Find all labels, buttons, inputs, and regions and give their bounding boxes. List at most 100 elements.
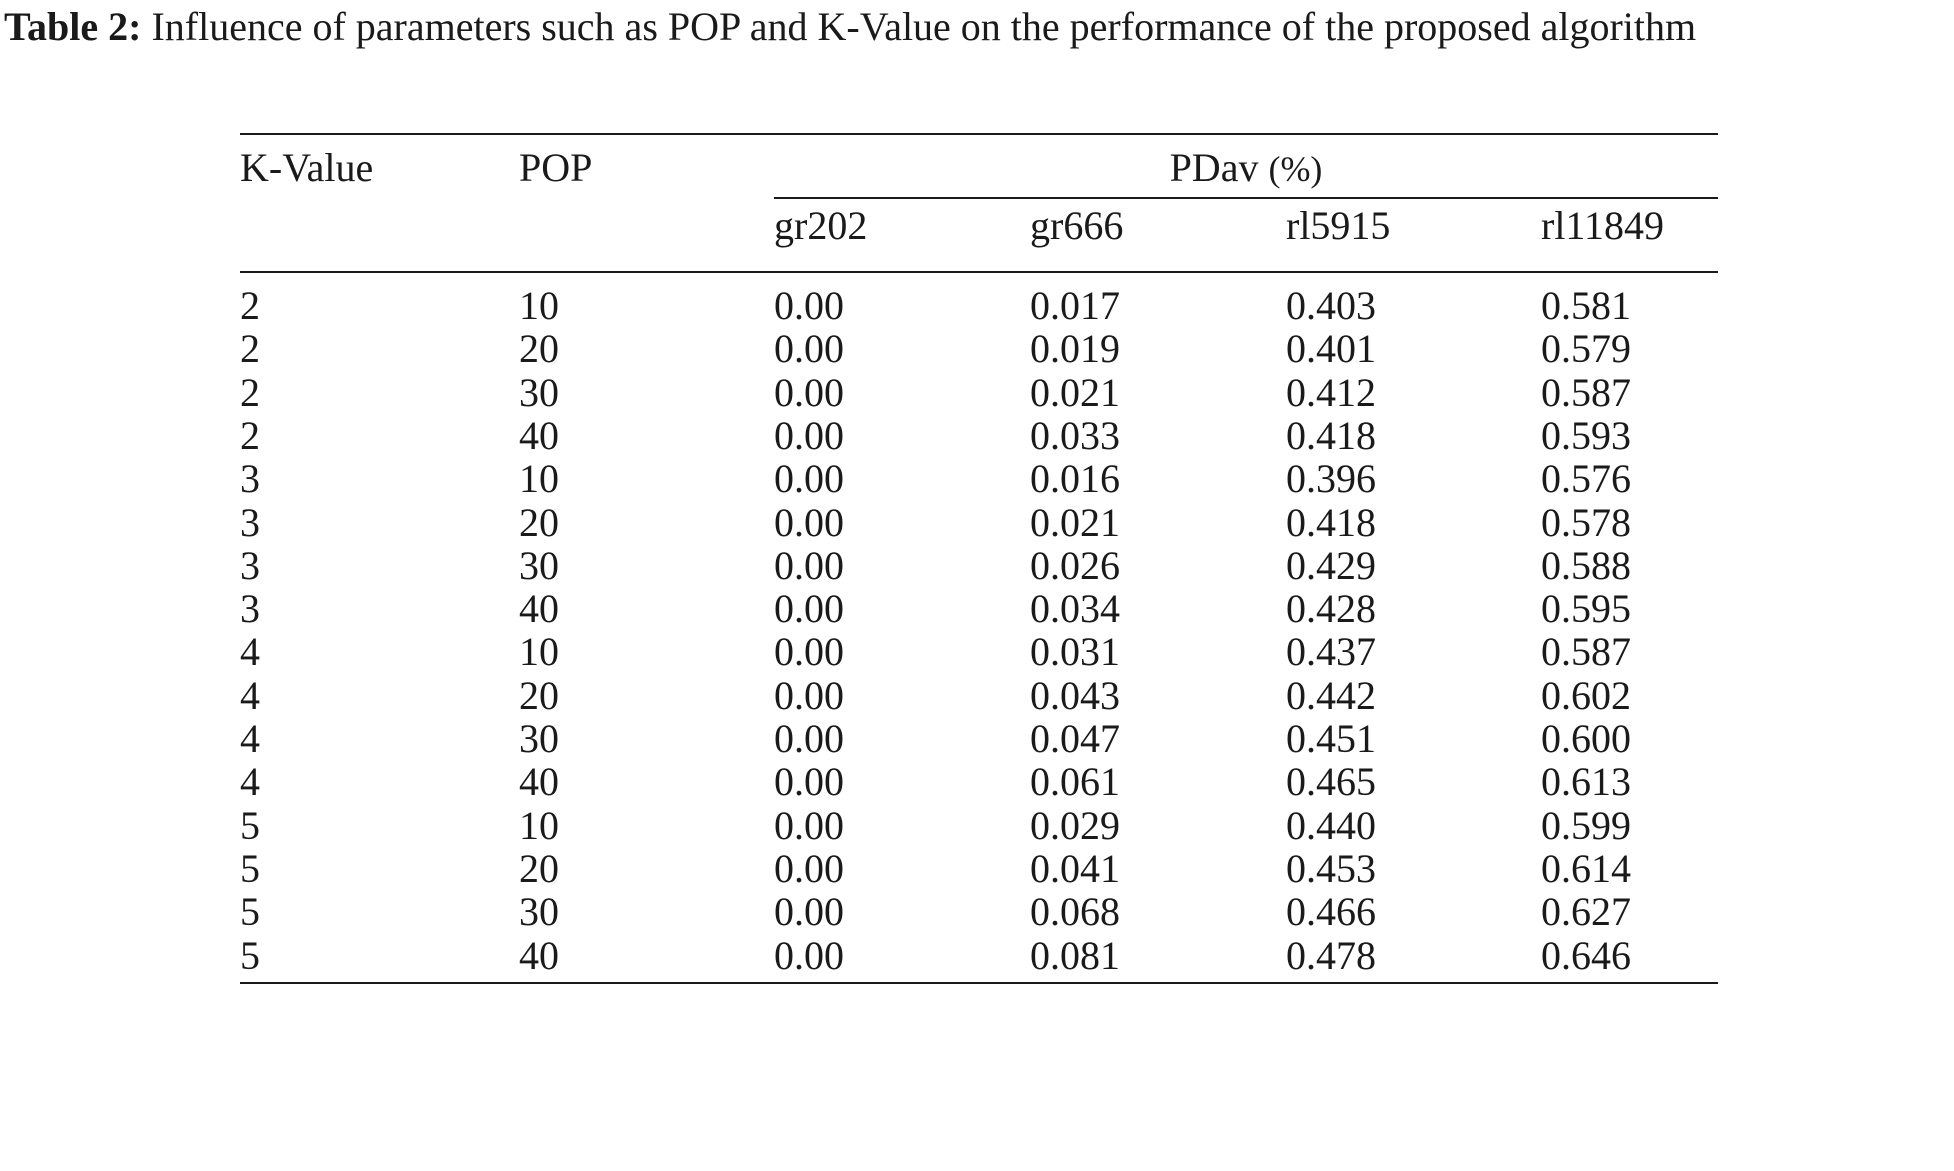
pop-cell: 40 [519, 759, 559, 805]
header-col-rl5915: rl5915 [1286, 203, 1391, 248]
rl5915-cell: 0.396 [1286, 456, 1376, 502]
table-row: 3 20 0.00 0.021 0.418 0.578 [240, 496, 1718, 550]
rl5915-cell: 0.428 [1286, 586, 1376, 632]
gr666-cell: 0.021 [1030, 499, 1120, 545]
gr202-cell: 0.00 [774, 629, 844, 675]
table-top-rule [240, 133, 1718, 135]
rl11849-cell: 0.646 [1541, 932, 1631, 978]
header-col-rl11849: rl11849 [1541, 203, 1664, 248]
gr666-cell: 0.016 [1030, 456, 1120, 502]
gr666-cell: 0.033 [1030, 412, 1120, 458]
gr202-cell: 0.00 [774, 542, 844, 588]
gr666-cell: 0.021 [1030, 369, 1120, 415]
rl5915-cell: 0.401 [1286, 326, 1376, 372]
pop-cell: 20 [519, 845, 559, 891]
k-value-cell: 5 [240, 802, 260, 848]
rl11849-cell: 0.602 [1541, 672, 1631, 718]
rl5915-cell: 0.429 [1286, 542, 1376, 588]
gr202-cell: 0.00 [774, 586, 844, 632]
rl11849-cell: 0.587 [1541, 629, 1631, 675]
gr202-cell: 0.00 [774, 759, 844, 805]
k-value-cell: 2 [240, 412, 260, 458]
rl5915-cell: 0.453 [1286, 845, 1376, 891]
table-bottom-rule [240, 981, 1718, 984]
k-value-cell: 4 [240, 759, 260, 805]
pop-cell: 10 [519, 283, 559, 328]
pop-cell: 40 [519, 932, 559, 978]
gr666-cell: 0.081 [1030, 932, 1120, 978]
k-value-cell: 5 [240, 932, 260, 978]
rl11849-cell: 0.614 [1541, 845, 1631, 891]
gr202-cell: 0.00 [774, 802, 844, 848]
k-value-cell: 2 [240, 326, 260, 372]
gr202-cell: 0.00 [774, 672, 844, 718]
gr666-cell: 0.034 [1030, 586, 1120, 632]
rl11849-cell: 0.579 [1541, 326, 1631, 372]
gr202-cell: 0.00 [774, 369, 844, 415]
pop-cell: 40 [519, 586, 559, 632]
gr666-cell: 0.068 [1030, 889, 1120, 935]
rl5915-cell: 0.478 [1286, 932, 1376, 978]
table-row: 3 10 0.00 0.016 0.396 0.576 [240, 452, 1718, 506]
rl5915-cell: 0.418 [1286, 499, 1376, 545]
rl11849-cell: 0.593 [1541, 412, 1631, 458]
rl11849-cell: 0.600 [1541, 716, 1631, 761]
pop-cell: 10 [519, 629, 559, 675]
header-col-gr202: gr202 [774, 203, 868, 248]
k-value-cell: 4 [240, 629, 260, 675]
rl11849-cell: 0.576 [1541, 456, 1631, 502]
caption-label: Table 2: [4, 4, 142, 49]
k-value-cell: 4 [240, 672, 260, 718]
table-row: 5 10 0.00 0.029 0.440 0.599 [240, 799, 1718, 853]
k-value-cell: 2 [240, 283, 260, 328]
k-value-cell: 5 [240, 845, 260, 891]
rl11849-cell: 0.595 [1541, 586, 1631, 632]
gr202-cell: 0.00 [774, 283, 844, 328]
table-row: 3 30 0.00 0.026 0.429 0.588 [240, 539, 1718, 593]
k-value-cell: 3 [240, 499, 260, 545]
gr202-cell: 0.00 [774, 889, 844, 935]
gr666-cell: 0.061 [1030, 759, 1120, 805]
gr202-cell: 0.00 [774, 499, 844, 545]
header-pdav-unit: (%) [1268, 149, 1323, 189]
table-row: 4 30 0.00 0.047 0.451 0.600 [240, 712, 1718, 766]
gr202-cell: 0.00 [774, 716, 844, 761]
gr666-cell: 0.019 [1030, 326, 1120, 372]
rl5915-cell: 0.442 [1286, 672, 1376, 718]
pop-cell: 20 [519, 326, 559, 372]
caption-text: Influence of parameters such as POP and … [151, 4, 1697, 49]
k-value-cell: 3 [240, 456, 260, 502]
rl5915-cell: 0.451 [1286, 716, 1376, 761]
k-value-cell: 4 [240, 716, 260, 761]
pdav-span-rule [774, 197, 1718, 199]
table-row: 3 40 0.00 0.034 0.428 0.595 [240, 582, 1718, 636]
gr202-cell: 0.00 [774, 845, 844, 891]
pop-cell: 30 [519, 716, 559, 761]
k-value-cell: 3 [240, 586, 260, 632]
pop-cell: 10 [519, 802, 559, 848]
gr666-cell: 0.029 [1030, 802, 1120, 848]
table-row: 5 30 0.00 0.068 0.466 0.627 [240, 885, 1718, 939]
table-row: 2 40 0.00 0.033 0.418 0.593 [240, 409, 1718, 463]
rl11849-cell: 0.613 [1541, 759, 1631, 805]
rl11849-cell: 0.581 [1541, 283, 1631, 328]
pop-cell: 20 [519, 672, 559, 718]
rl5915-cell: 0.466 [1286, 889, 1376, 935]
gr202-cell: 0.00 [774, 326, 844, 372]
table-row: 2 20 0.00 0.019 0.401 0.579 [240, 322, 1718, 376]
gr666-cell: 0.031 [1030, 629, 1120, 675]
rl5915-cell: 0.465 [1286, 759, 1376, 805]
k-value-cell: 5 [240, 889, 260, 935]
rl5915-cell: 0.437 [1286, 629, 1376, 675]
rl11849-cell: 0.587 [1541, 369, 1631, 415]
table-row: 2 10 0.00 0.017 0.403 0.581 [240, 279, 1718, 333]
rl5915-cell: 0.403 [1286, 283, 1376, 328]
table-row: 5 40 0.00 0.081 0.478 0.646 [240, 929, 1718, 983]
header-pdav-label: PDav [1169, 145, 1259, 190]
rl11849-cell: 0.599 [1541, 802, 1631, 848]
gr666-cell: 0.041 [1030, 845, 1120, 891]
rl11849-cell: 0.578 [1541, 499, 1631, 545]
header-bottom-rule [240, 271, 1718, 273]
gr666-cell: 0.047 [1030, 716, 1120, 761]
rl11849-cell: 0.588 [1541, 542, 1631, 588]
